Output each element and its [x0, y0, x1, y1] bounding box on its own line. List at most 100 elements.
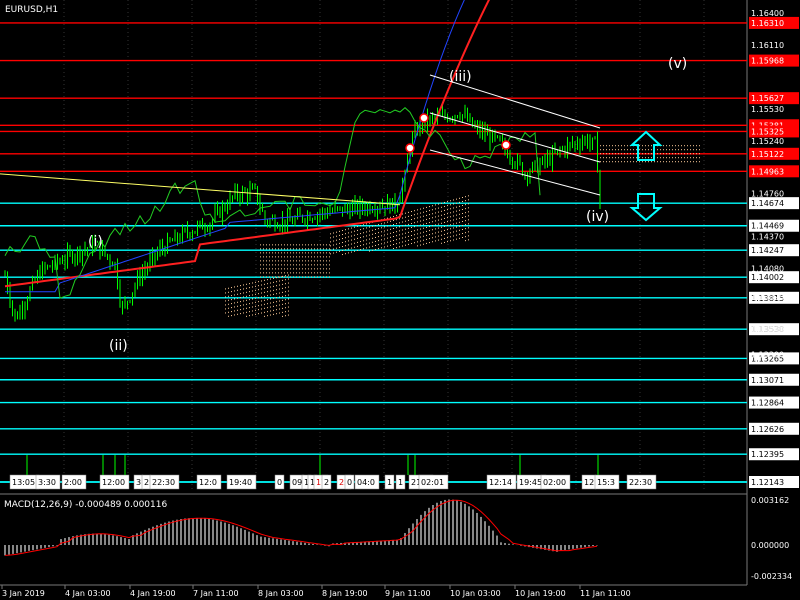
event-badge[interactable] [344, 474, 355, 490]
cloud-dot [263, 256, 264, 258]
cloud-dot [606, 153, 607, 155]
cloud-dot [237, 289, 238, 291]
cloud-dot [399, 230, 400, 232]
event-badge[interactable] [540, 474, 571, 490]
cloud-dot [462, 232, 463, 234]
cloud-dot [420, 212, 421, 214]
cloud-dot [456, 202, 457, 204]
cloud-dot [302, 260, 303, 262]
cloud-dot [423, 223, 424, 225]
event-label: 1 [398, 478, 403, 487]
event-badge[interactable] [384, 474, 395, 490]
event-badge[interactable] [35, 474, 61, 490]
cloud-dot [275, 244, 276, 246]
cloud-dot [687, 149, 688, 151]
cloud-dot [456, 238, 457, 240]
cloud-dot [225, 288, 226, 290]
cloud-dot [272, 244, 273, 246]
indicators [0, 0, 541, 299]
cloud-dot [270, 314, 271, 316]
cloud-dot [459, 201, 460, 203]
cloud-dot [299, 276, 300, 278]
red-level-label: 1.16310 [751, 19, 784, 28]
cloud-dot [264, 315, 265, 317]
cloud-dot [342, 246, 343, 248]
cloud-dot [666, 157, 667, 159]
cloud-dot [462, 208, 463, 210]
cloud-dot [282, 279, 283, 281]
cloud-dot [618, 145, 619, 147]
event-badge[interactable] [594, 474, 620, 490]
cyan-level-tag [749, 219, 799, 232]
cloud-dot [252, 306, 253, 308]
cloud-dot [305, 272, 306, 274]
cloud-dot [231, 315, 232, 317]
cloud-dot [225, 292, 226, 294]
cloud-dot [267, 291, 268, 293]
event-badge[interactable] [418, 474, 449, 490]
event-label: 23 [339, 478, 349, 487]
cloud-dot [423, 207, 424, 209]
price-tick-label: 1.15530 [751, 105, 784, 114]
cloud-dot [441, 202, 442, 204]
cloud-dot [285, 275, 286, 277]
cloud-dot [381, 247, 382, 249]
cloud-dot [645, 161, 646, 163]
cloud-dot [384, 230, 385, 232]
cloud-dot [243, 312, 244, 314]
cloud-dot [320, 260, 321, 262]
cloud-dot [266, 252, 267, 254]
cloud-dot [639, 153, 640, 155]
event-badge[interactable] [395, 474, 406, 490]
cloud-dot [603, 149, 604, 151]
channel-mid [429, 112, 601, 163]
cloud-dot [252, 298, 253, 300]
cloud-dot [333, 248, 334, 250]
cloud-dot [266, 260, 267, 262]
cloud-dot [240, 297, 241, 299]
moving-average-red [4, 0, 490, 288]
cloud-dot [237, 293, 238, 295]
cloud-dot [351, 235, 352, 237]
cloud-dot [290, 248, 291, 250]
event-badge[interactable] [149, 474, 180, 490]
cloud-dot [453, 211, 454, 213]
event-badge[interactable] [321, 474, 332, 490]
event-label: 19:40 [229, 478, 252, 487]
cloud-dot [414, 218, 415, 220]
event-label: 12 [584, 478, 594, 487]
event-badge[interactable] [486, 474, 517, 490]
red-level-label: 1.15122 [751, 150, 784, 159]
event-badge[interactable] [354, 474, 380, 490]
cloud-dot [243, 296, 244, 298]
cloud-dot [468, 207, 469, 209]
wave-label-v: (v) [668, 56, 687, 72]
cloud-dot [426, 218, 427, 220]
cloud-dot [311, 248, 312, 250]
cloud-dot [305, 244, 306, 246]
red-level-tag [749, 92, 799, 105]
cloud-dot [323, 256, 324, 258]
cloud-dot [666, 161, 667, 163]
event-badge[interactable] [196, 474, 222, 490]
cloud-dot [462, 236, 463, 238]
cloud-dot [249, 287, 250, 289]
event-badge[interactable] [226, 474, 257, 490]
cloud-dot [699, 161, 700, 163]
cloud-dot [693, 153, 694, 155]
cloud-dot [264, 295, 265, 297]
cloud-dot [305, 256, 306, 258]
cloud-dot [299, 272, 300, 274]
cloud-dot [429, 234, 430, 236]
moving-average-blue [5, 0, 465, 293]
cloud-dot [366, 235, 367, 237]
event-badge[interactable] [61, 474, 87, 490]
cloud-dot [305, 264, 306, 266]
cyan-level-tag [749, 271, 799, 284]
macd-signal-line [4, 499, 598, 556]
event-badge[interactable] [626, 474, 657, 490]
cloud-dot [699, 149, 700, 151]
cloud-dot [351, 247, 352, 249]
event-badge[interactable] [274, 474, 285, 490]
